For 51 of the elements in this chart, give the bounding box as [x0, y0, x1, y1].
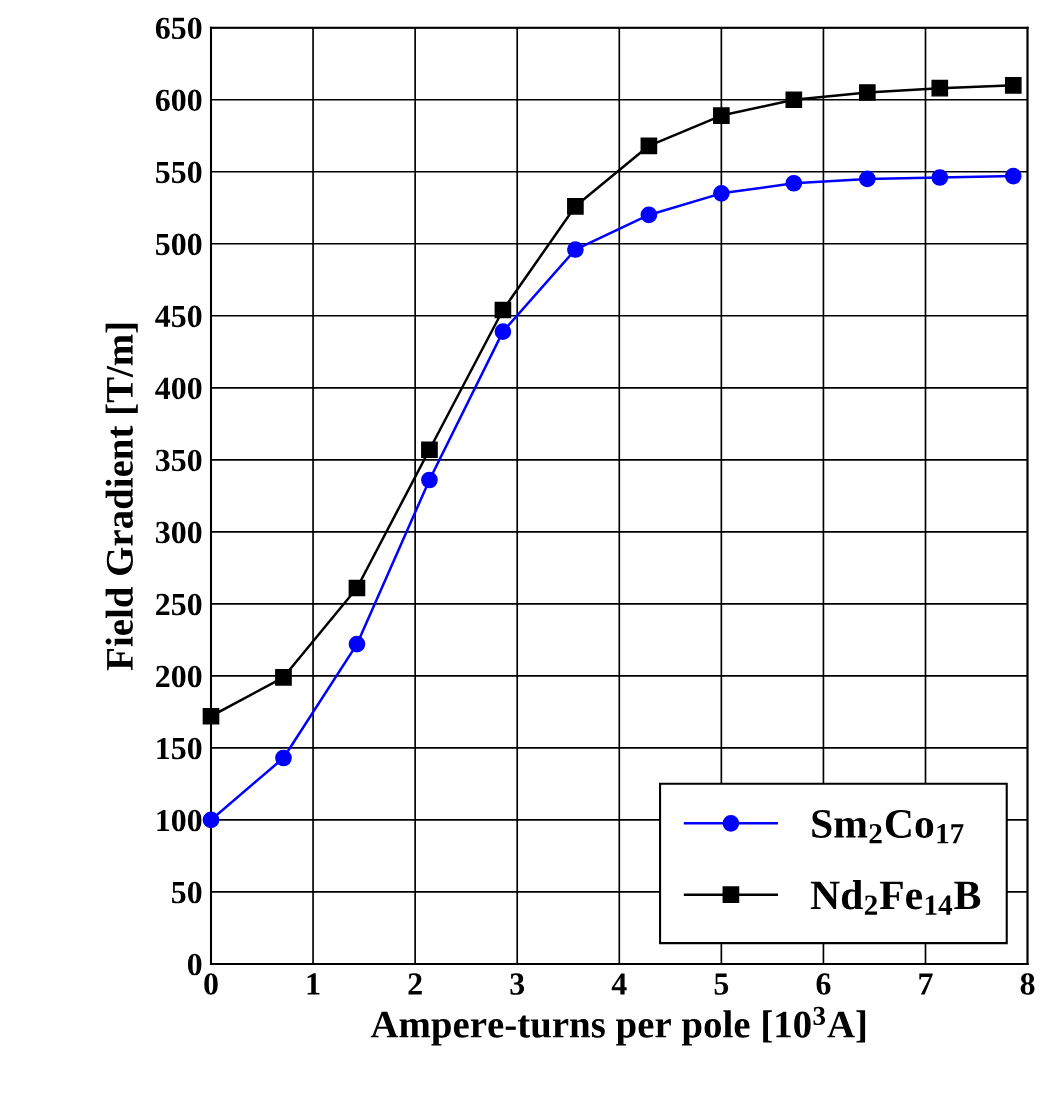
x-tick-label: 1	[307, 973, 320, 995]
point	[567, 197, 584, 215]
point	[421, 441, 438, 459]
point	[931, 79, 949, 97]
y-tick-label: 550	[156, 161, 202, 184]
y-tick-label: 200	[156, 665, 202, 688]
legend-label: Sm$_{2}$Co$_{17}$	[812, 809, 964, 844]
point	[275, 749, 292, 767]
y-tick-label: 450	[155, 305, 202, 328]
point	[1004, 76, 1022, 94]
y-tick-label: 250	[156, 593, 202, 616]
x-axis-title: Ampere-turns per pole [10$^{3}$A]	[370, 1006, 866, 1046]
x-tick-label: 2	[408, 973, 422, 995]
legend-label: Nd$_{2}$Fe$_{14}$B	[810, 880, 981, 915]
point	[1004, 167, 1022, 185]
point	[858, 84, 876, 101]
y-tick-label: 650	[155, 17, 202, 40]
x-tick-label: 0	[204, 973, 218, 995]
x-tick-label: 6	[816, 973, 831, 995]
point	[785, 91, 803, 109]
point	[640, 137, 658, 155]
y-tick-label: 150	[157, 737, 202, 760]
point	[567, 241, 584, 258]
y-tick-label: 0	[187, 953, 202, 976]
point	[421, 471, 438, 489]
y-tick-label: 50	[172, 881, 202, 904]
x-tick-label: 5	[714, 973, 729, 995]
y-tick-label: 300	[155, 521, 202, 544]
y-tick-label: 100	[157, 809, 202, 832]
y-tick-label: 350	[155, 449, 202, 472]
point	[348, 635, 366, 653]
point	[785, 174, 803, 192]
point	[713, 185, 730, 202]
y-tick-label: 400	[155, 377, 202, 400]
x-tick-label: 8	[1020, 973, 1035, 995]
point	[494, 301, 512, 319]
point	[640, 206, 658, 224]
point	[931, 169, 949, 186]
point	[275, 668, 292, 686]
y-axis-title: Field Gradient [T/m]	[105, 323, 138, 671]
point	[858, 170, 876, 188]
x-tick-label: 4	[611, 973, 627, 995]
point	[713, 107, 730, 124]
y-tick-label: 600	[155, 89, 202, 112]
x-tick-label: 3	[510, 973, 525, 995]
y-tick-label: 500	[156, 233, 202, 256]
point	[494, 323, 512, 340]
point	[348, 579, 366, 597]
point	[202, 707, 220, 725]
point	[202, 811, 220, 829]
x-tick-label: 7	[919, 973, 933, 995]
